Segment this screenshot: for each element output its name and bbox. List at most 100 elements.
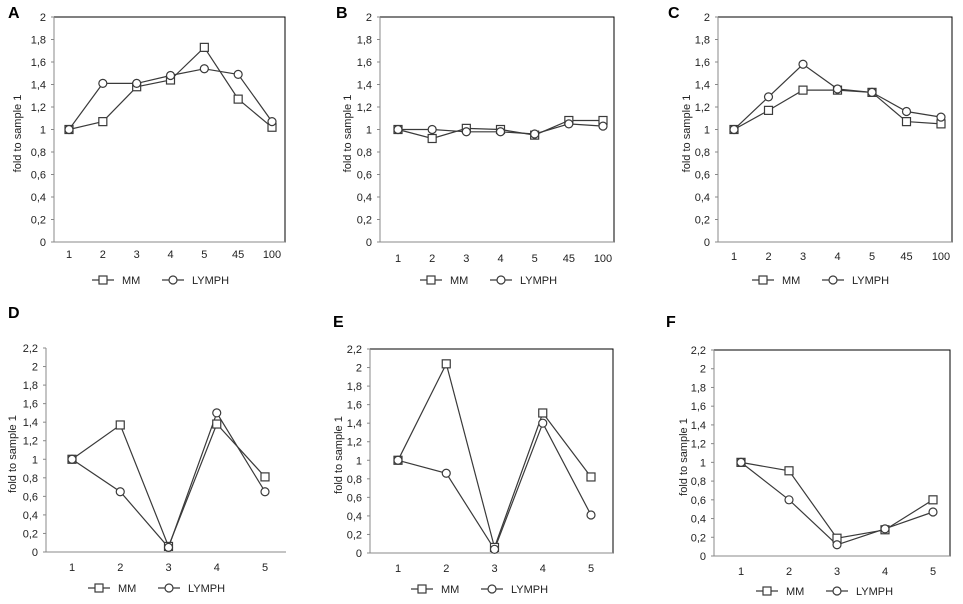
y-tick-label: 1,6 [31,57,46,69]
data-point-lymph [260,487,270,497]
data-point-mm [98,117,108,127]
data-point-lymph [832,84,843,94]
panel-label: B [336,5,348,22]
y-tick-label: 1,2 [695,102,710,114]
y-tick-label: 1,2 [357,102,372,114]
x-tick-label: 2 [429,253,435,265]
x-tick-label: 5 [869,251,875,263]
x-tick-label: 1 [69,562,75,574]
data-point-lymph [901,106,912,117]
y-tick-label: 0 [704,237,710,249]
y-tick-label: 1 [704,125,710,137]
y-tick-label: 0,6 [347,492,362,504]
y-tick-label: 1 [366,125,372,137]
data-point-mm [115,420,125,430]
data-point-mm [233,94,243,104]
chart-panel-e: E 0 0,2 0,4 0,6 0,8 1 1,2 1,4 1,6 1,8 2 2,2 fold to s… [333,314,614,596]
data-point-lymph [936,112,946,122]
y-tick-label: 1,8 [691,382,706,394]
data-point-lymph [495,127,506,137]
y-tick-label: 0,8 [31,147,46,159]
y-tick-label: 0,2 [357,215,372,227]
y-tick-label: 1,4 [691,420,706,432]
y-tick-label: 0,8 [695,147,710,159]
y-tick-label: 0,2 [691,532,706,544]
y-tick-label: 1 [700,457,706,469]
panel-label: D [8,305,20,322]
legend-label-lymph: LYMPH [192,275,229,287]
x-tick-label: 2 [100,249,106,261]
legend: MM LYMPH [88,583,225,595]
y-tick-label: 2 [356,363,362,375]
legend: MM LYMPH [756,586,893,598]
legend-label-mm: MM [122,275,140,287]
y-tick-label: 1,4 [695,80,710,92]
y-tick-label: 0 [366,237,372,249]
y-tick-label: 0,8 [691,476,706,488]
y-tick-label: 2 [32,362,38,374]
y-tick-label: 1 [356,455,362,467]
y-tick-label: 0,6 [691,495,706,507]
legend: MM LYMPH [752,275,889,287]
y-tick-label: 2,2 [347,344,362,356]
data-point-mm [538,408,548,418]
series-line-lymph [397,421,592,551]
y-tick-label: 1,6 [357,57,372,69]
data-point-mm [427,133,437,144]
legend: MM LYMPH [420,275,557,287]
x-tick-label: 45 [232,249,244,261]
data-point-lymph [489,544,500,554]
series-line-mm [740,461,934,539]
data-point-lymph [427,124,437,135]
plot-frame [717,16,953,243]
x-tick-label: 4 [882,566,888,578]
panel-label: C [668,5,680,22]
y-tick-label: 0,6 [23,491,38,503]
data-point-lymph [267,117,277,127]
data-point-mm [441,359,451,369]
y-axis-title: fold to sample 1 [678,418,690,496]
legend-label-mm: MM [441,584,459,596]
data-point-lymph [212,408,222,418]
data-point-lymph [393,455,403,465]
legend-marker-lymph [828,275,838,285]
chart-panel-b: B 0 0,2 0,4 0,6 0,8 1 1,2 1,4 1,6 1,8 2 fold to samp… [336,5,615,287]
plot-frame [369,348,614,554]
x-tick-label: 3 [463,253,469,265]
y-tick-label: 1,8 [23,380,38,392]
data-point-lymph [598,121,608,131]
y-tick-label: 0,4 [23,510,38,522]
y-tick-label: 0,8 [357,147,372,159]
y-tick-label: 1,6 [347,400,362,412]
y-tick-label: 1,2 [347,437,362,449]
series-line-mm [397,362,592,550]
y-tick-label: 1,4 [23,417,38,429]
data-point-lymph [880,524,890,534]
y-tick-label: 0,2 [347,529,362,541]
legend: MM LYMPH [92,275,229,287]
legend-marker-mm [94,583,104,593]
legend-marker-mm [98,275,108,285]
data-point-lymph [199,64,209,74]
x-tick-label: 5 [262,562,268,574]
y-tick-label: 1,4 [347,418,362,430]
y-tick-label: 1,8 [31,35,46,47]
legend-marker-mm [758,275,768,285]
data-point-mm [586,472,596,482]
x-tick-label: 2 [765,251,771,263]
y-tick-label: 0,2 [695,215,710,227]
x-tick-label: 3 [165,562,171,574]
y-tick-label: 0,2 [23,528,38,540]
data-point-mm [260,472,270,482]
data-point-mm [901,117,912,127]
x-tick-label: 100 [263,249,281,261]
data-point-lymph [115,487,125,497]
legend-marker-mm [426,275,436,285]
data-point-lymph [98,78,108,88]
legend-marker-lymph [164,583,174,593]
y-tick-label: 0,8 [23,473,38,485]
data-point-mm [199,42,209,52]
y-tick-label: 0,6 [357,170,372,182]
series-line-mm [71,422,266,549]
